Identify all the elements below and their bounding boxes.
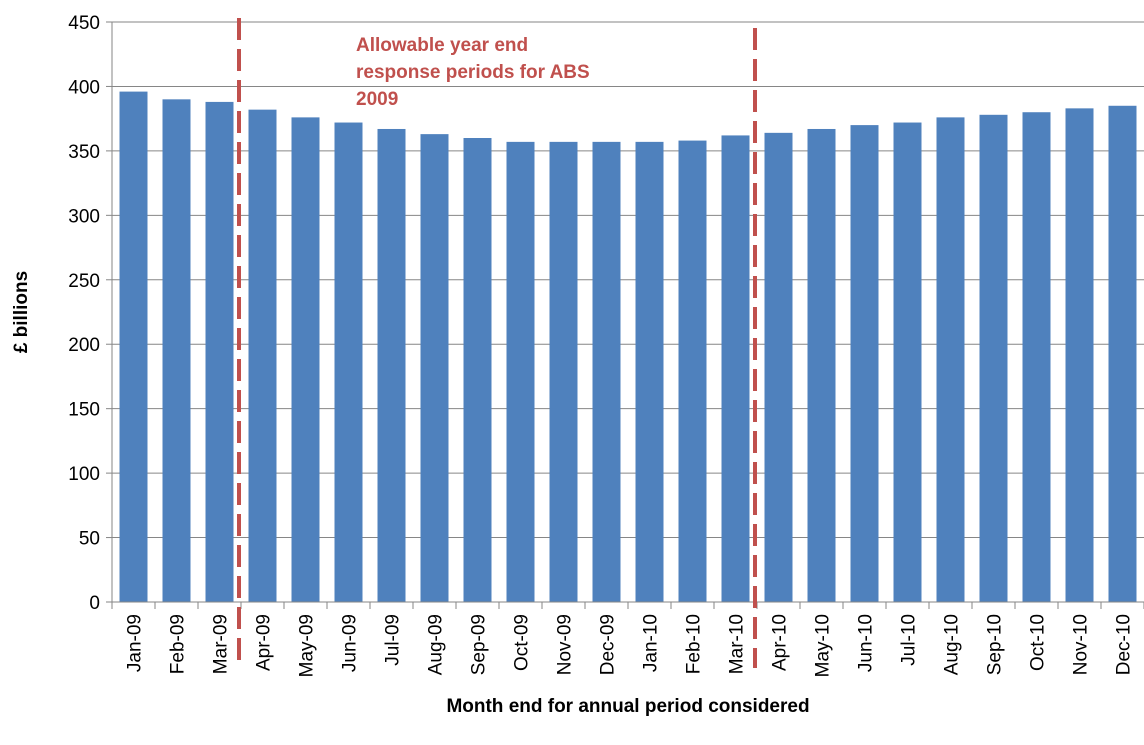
year-end-dividers [237, 18, 757, 668]
bar [850, 125, 879, 602]
x-tick-label: Dec-09 [598, 614, 619, 675]
x-tick-label: Jan-09 [125, 614, 146, 672]
bars [119, 91, 1137, 603]
x-tick-label: Nov-09 [555, 614, 576, 675]
x-tick-label: Jul-10 [899, 614, 920, 666]
y-tick-label: 250 [68, 271, 100, 292]
x-tick-label: Mar-09 [211, 614, 232, 674]
annotation: Allowable year end response periods for A… [356, 35, 590, 110]
annotation-line: 2009 [356, 89, 398, 110]
y-tick-label: 150 [68, 400, 100, 421]
x-tick-label: Nov-10 [1071, 614, 1092, 675]
bar [893, 122, 922, 603]
x-tick-label: Apr-10 [770, 614, 791, 671]
x-tick-label: Oct-10 [1028, 614, 1049, 671]
y-tick-label: 0 [89, 593, 100, 614]
x-tick-label: Dec-10 [1114, 614, 1135, 675]
x-tick-label: May-09 [297, 614, 318, 677]
x-tick-label: Aug-10 [942, 614, 963, 675]
bar [377, 128, 406, 602]
bar [549, 141, 578, 602]
bar [463, 138, 492, 602]
bar [1065, 108, 1094, 602]
y-tick-label: 300 [68, 206, 100, 227]
x-tick-label: Jul-09 [383, 614, 404, 666]
x-tick-label: Jun-09 [340, 614, 361, 672]
y-tick-label: 200 [68, 335, 100, 356]
x-tick-label: Aug-09 [426, 614, 447, 675]
annotation-line: response periods for ABS [356, 62, 590, 83]
x-axis-title: Month end for annual period considered [446, 696, 809, 717]
y-tick-label: 50 [79, 529, 100, 550]
x-tick-label: Mar-10 [727, 614, 748, 674]
bar [592, 141, 621, 602]
bar [807, 128, 836, 602]
x-tick-label: Sep-10 [985, 614, 1006, 675]
bar [119, 91, 148, 602]
annotation-line: Allowable year end [356, 35, 528, 56]
bar [420, 134, 449, 602]
x-tick-label: Oct-09 [512, 614, 533, 671]
x-tick-label: Feb-10 [684, 614, 705, 674]
bar [334, 122, 363, 603]
gridlines [112, 21, 1144, 539]
x-tick-label: Jan-10 [641, 614, 662, 672]
x-tick-label: Apr-09 [254, 614, 275, 671]
bar [678, 140, 707, 603]
bar [979, 114, 1008, 603]
x-tick-label: May-10 [813, 614, 834, 677]
y-tick-labels: 0 50 100 150 200 250 300 350 400 450 [68, 13, 100, 614]
y-tick-label: 350 [68, 142, 100, 163]
bar [721, 135, 750, 602]
bar [506, 141, 535, 602]
bar [936, 117, 965, 602]
y-tick-label: 450 [68, 13, 100, 34]
bar [635, 141, 664, 602]
axes [106, 21, 1144, 609]
bar [162, 99, 191, 602]
x-tick-labels: Jan-09 Feb-09 Mar-09 Apr-09 May-09 Jun-09 Jul-… [125, 614, 1135, 677]
bar [248, 109, 277, 603]
x-tick-label: Sep-09 [469, 614, 490, 675]
y-axis-title: £ billions [11, 271, 32, 353]
bar [291, 117, 320, 602]
bar [205, 101, 234, 603]
bar [764, 132, 793, 602]
x-tick-label: Feb-09 [168, 614, 189, 674]
y-tick-label: 100 [68, 464, 100, 485]
bar [1108, 105, 1137, 603]
y-tick-label: 400 [68, 77, 100, 98]
bar [1022, 112, 1051, 602]
x-tick-label: Jun-10 [856, 614, 877, 672]
